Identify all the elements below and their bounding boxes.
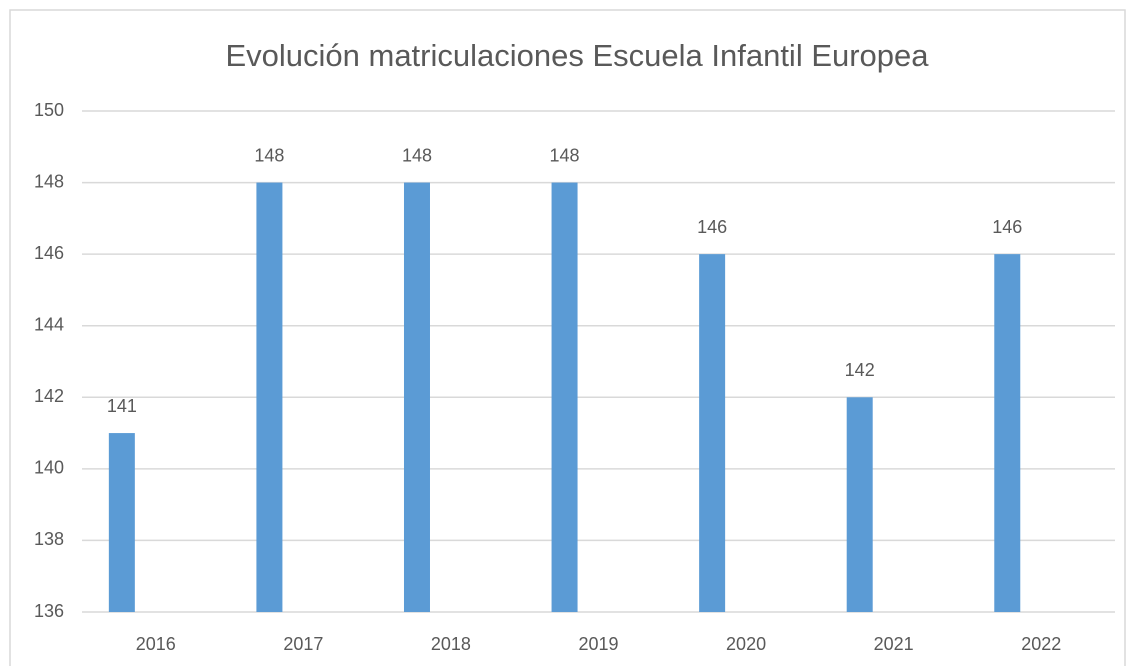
x-tick-label: 2017 [283,634,323,654]
bar [994,254,1021,612]
y-tick-label: 148 [34,171,64,191]
data-label: 148 [550,145,580,165]
y-tick-label: 144 [34,314,64,334]
y-tick-label: 138 [34,529,64,549]
bar [699,254,726,612]
x-tick-label: 2016 [136,634,176,654]
data-label: 142 [845,360,875,380]
y-tick-label: 140 [34,458,64,478]
x-tick-label: 2020 [726,634,766,654]
data-label: 146 [697,217,727,237]
x-tick-label: 2021 [874,634,914,654]
y-tick-label: 146 [34,243,64,263]
bar [403,182,430,613]
x-tick-label: 2022 [1021,634,1061,654]
data-label: 148 [402,145,432,165]
data-label: 141 [107,396,137,416]
x-tick-label: 2019 [578,634,618,654]
data-label: 148 [254,145,284,165]
y-tick-label: 150 [34,100,64,120]
data-label: 146 [992,217,1022,237]
bar [551,182,578,613]
bar [256,182,283,613]
bar [108,433,135,612]
y-tick-label: 136 [34,601,64,621]
bar [846,397,873,612]
chart-title: Evolución matriculaciones Escuela Infant… [225,38,929,73]
x-tick-label: 2018 [431,634,471,654]
y-tick-label: 142 [34,386,64,406]
